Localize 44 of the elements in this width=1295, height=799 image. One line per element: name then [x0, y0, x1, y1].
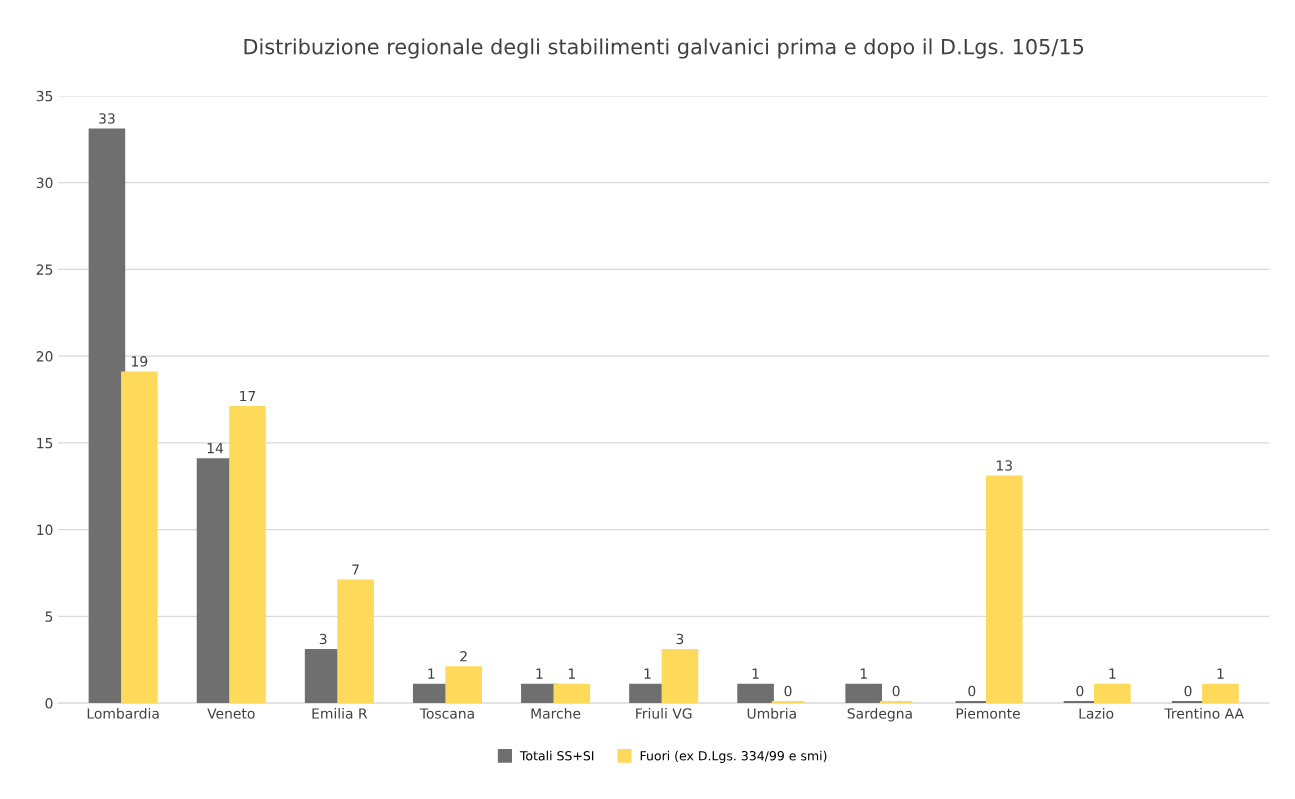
x-tick-label: Friuli VG [636, 707, 692, 719]
x-tick-label: Toscana [419, 708, 474, 719]
data-label: 1 [1217, 668, 1224, 679]
data-label: 33 [99, 113, 115, 124]
chart-title: Distribuzione regionale degli stabilimenti galvanici prima e dopo il D.Lgs. 105/15 [244, 38, 1084, 59]
data-label: 3 [676, 633, 684, 645]
y-tick-label: 0 [45, 698, 53, 709]
y-tick-label: 25 [36, 264, 53, 275]
x-tick-label: Veneto [207, 708, 255, 719]
legend-label: Totali SS+SI [519, 750, 594, 761]
data-label: 14 [207, 443, 224, 454]
x-tick-label: Piemonte [956, 707, 1020, 719]
y-tick-label: 35 [36, 90, 53, 102]
y-tick-label: 10 [37, 524, 53, 536]
data-label: 2 [460, 651, 467, 662]
data-label: 0 [892, 685, 900, 697]
x-tick-label: Trentino AA [1164, 707, 1244, 719]
y-tick-label: 20 [36, 351, 53, 362]
data-label: 19 [132, 356, 148, 367]
x-tick-label: Sardegna [847, 707, 912, 722]
data-label: 0 [968, 685, 976, 697]
data-label: 0 [784, 685, 792, 697]
data-label: 1 [644, 668, 651, 679]
x-tick-label: Lombardia [87, 707, 159, 719]
y-tick-label: 5 [45, 611, 53, 622]
legend-label: Fuori (ex D.Lgs. 334/99 e smi) [640, 750, 827, 763]
x-tick-label: Emilia R [312, 707, 368, 719]
y-tick-label: 30 [36, 177, 53, 189]
data-label: 17 [240, 390, 256, 402]
data-label: 1 [752, 668, 759, 679]
y-tick-label: 15 [37, 438, 53, 449]
data-label: 3 [319, 633, 327, 645]
x-tick-label: Lazio [1079, 707, 1114, 719]
data-label: 1 [1109, 668, 1116, 679]
data-label: 1 [536, 668, 543, 679]
data-label: 1 [428, 668, 435, 679]
data-label: 1 [568, 668, 575, 679]
data-label: 0 [1184, 685, 1192, 697]
data-label: 13 [996, 460, 1012, 471]
data-label: 7 [352, 564, 359, 575]
data-label: 1 [860, 668, 867, 679]
data-label: 0 [1076, 685, 1084, 697]
x-tick-label: Marche [531, 707, 581, 719]
x-tick-label: Umbria [747, 707, 796, 719]
